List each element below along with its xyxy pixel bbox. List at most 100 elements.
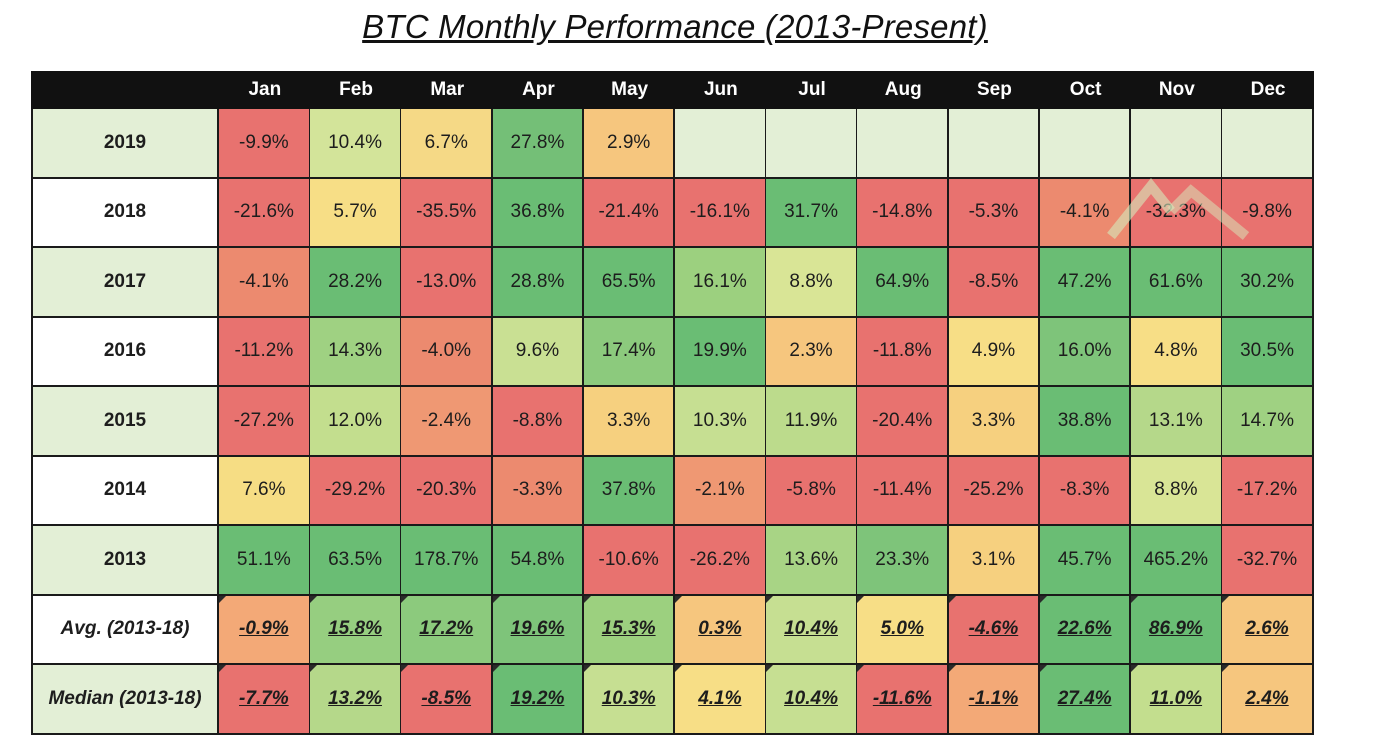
cell-2018-jun: -16.1% (675, 178, 767, 248)
month-header-jan: Jan (219, 71, 311, 109)
cell-avg-2013-18-dec: 2.6% (1222, 595, 1314, 665)
cell-median-2013-18-mar: -8.5% (401, 665, 494, 735)
cell-avg-2013-18-jan: -0.9% (219, 595, 311, 665)
cell-2018-aug: -14.8% (857, 178, 950, 248)
month-header-sep: Sep (948, 71, 1041, 109)
cell-2016-apr: 9.6% (492, 317, 585, 387)
row-label-2016: 2016 (31, 317, 219, 387)
cell-2016-mar: -4.0% (401, 317, 494, 387)
cell-2015-aug: -20.4% (857, 387, 950, 457)
row-label-median-2013-18: Median (2013-18) (31, 665, 219, 735)
row-label-2018: 2018 (31, 178, 219, 248)
cell-2014-feb: -29.2% (310, 456, 402, 526)
cell-2017-sep: -8.5% (948, 248, 1041, 318)
cell-2017-mar: -13.0% (401, 248, 494, 318)
cell-2019-dec (1222, 109, 1314, 179)
cell-2016-nov: 4.8% (1131, 317, 1223, 387)
cell-2016-jan: -11.2% (219, 317, 311, 387)
cell-2016-aug: -11.8% (857, 317, 950, 387)
cell-2014-jul: -5.8% (766, 456, 858, 526)
cell-2013-may: -10.6% (583, 526, 676, 596)
cell-2016-jun: 19.9% (675, 317, 767, 387)
cell-2013-apr: 54.8% (492, 526, 585, 596)
month-header-oct: Oct (1039, 71, 1132, 109)
cell-2013-aug: 23.3% (857, 526, 950, 596)
cell-2015-jan: -27.2% (219, 387, 311, 457)
cell-2013-dec: -32.7% (1222, 526, 1314, 596)
cell-2013-jun: -26.2% (675, 526, 767, 596)
header-corner (31, 71, 219, 109)
cell-2017-aug: 64.9% (857, 248, 950, 318)
cell-median-2013-18-jan: -7.7% (219, 665, 311, 735)
cell-2017-apr: 28.8% (492, 248, 585, 318)
row-label-avg-2013-18: Avg. (2013-18) (31, 595, 219, 665)
cell-2018-nov: -32.3% (1131, 178, 1223, 248)
row-label-2019: 2019 (31, 109, 219, 179)
cell-2014-jan: 7.6% (219, 456, 311, 526)
cell-2019-aug (857, 109, 950, 179)
month-header-mar: Mar (401, 71, 494, 109)
cell-median-2013-18-nov: 11.0% (1131, 665, 1223, 735)
cell-2018-jan: -21.6% (219, 178, 311, 248)
cell-2014-oct: -8.3% (1039, 456, 1132, 526)
cell-median-2013-18-feb: 13.2% (310, 665, 402, 735)
cell-2014-jun: -2.1% (675, 456, 767, 526)
cell-2017-jan: -4.1% (219, 248, 311, 318)
chart-title: BTC Monthly Performance (2013-Present) (362, 8, 988, 45)
cell-2013-feb: 63.5% (310, 526, 402, 596)
cell-2019-jun (675, 109, 767, 179)
cell-2014-mar: -20.3% (401, 456, 494, 526)
cell-2018-feb: 5.7% (310, 178, 402, 248)
cell-2015-may: 3.3% (583, 387, 676, 457)
cell-2017-jul: 8.8% (766, 248, 858, 318)
cell-2015-jul: 11.9% (766, 387, 858, 457)
cell-median-2013-18-aug: -11.6% (857, 665, 950, 735)
row-label-2015: 2015 (31, 387, 219, 457)
cell-2013-oct: 45.7% (1039, 526, 1132, 596)
month-header-dec: Dec (1222, 71, 1314, 109)
cell-2017-oct: 47.2% (1039, 248, 1132, 318)
cell-2019-feb: 10.4% (310, 109, 402, 179)
cell-avg-2013-18-mar: 17.2% (401, 595, 494, 665)
cell-2017-feb: 28.2% (310, 248, 402, 318)
month-header-jul: Jul (766, 71, 858, 109)
cell-2018-oct: -4.1% (1039, 178, 1132, 248)
table-grid: Jan Feb Mar Apr May Jun Jul Aug Sep Oct Nov Dec 2019… (31, 71, 1314, 735)
cell-2019-jan: -9.9% (219, 109, 311, 179)
month-header-may: May (583, 71, 676, 109)
cell-avg-2013-18-feb: 15.8% (310, 595, 402, 665)
cell-2016-may: 17.4% (583, 317, 676, 387)
cell-2017-dec: 30.2% (1222, 248, 1314, 318)
cell-2014-sep: -25.2% (948, 456, 1041, 526)
row-label-2017: 2017 (31, 248, 219, 318)
cell-2019-oct (1039, 109, 1132, 179)
cell-median-2013-18-jul: 10.4% (766, 665, 858, 735)
cell-2015-oct: 38.8% (1039, 387, 1132, 457)
month-header-jun: Jun (675, 71, 767, 109)
cell-2019-jul (766, 109, 858, 179)
cell-2015-sep: 3.3% (948, 387, 1041, 457)
cell-avg-2013-18-oct: 22.6% (1039, 595, 1132, 665)
cell-2018-mar: -35.5% (401, 178, 494, 248)
cell-2015-jun: 10.3% (675, 387, 767, 457)
row-label-2013: 2013 (31, 526, 219, 596)
cell-2013-nov: 465.2% (1131, 526, 1223, 596)
cell-2014-dec: -17.2% (1222, 456, 1314, 526)
cell-2018-sep: -5.3% (948, 178, 1041, 248)
cell-2019-mar: 6.7% (401, 109, 494, 179)
cell-median-2013-18-sep: -1.1% (948, 665, 1041, 735)
cell-2019-may: 2.9% (583, 109, 676, 179)
cell-2013-jan: 51.1% (219, 526, 311, 596)
cell-2015-mar: -2.4% (401, 387, 494, 457)
cell-median-2013-18-dec: 2.4% (1222, 665, 1314, 735)
cell-2018-jul: 31.7% (766, 178, 858, 248)
performance-table: Jan Feb Mar Apr May Jun Jul Aug Sep Oct Nov Dec 2019… (31, 71, 1314, 735)
cell-avg-2013-18-nov: 86.9% (1131, 595, 1223, 665)
cell-2014-apr: -3.3% (492, 456, 585, 526)
cell-avg-2013-18-jul: 10.4% (766, 595, 858, 665)
cell-avg-2013-18-aug: 5.0% (857, 595, 950, 665)
cell-2015-apr: -8.8% (492, 387, 585, 457)
cell-avg-2013-18-sep: -4.6% (948, 595, 1041, 665)
cell-2016-oct: 16.0% (1039, 317, 1132, 387)
cell-median-2013-18-jun: 4.1% (675, 665, 767, 735)
